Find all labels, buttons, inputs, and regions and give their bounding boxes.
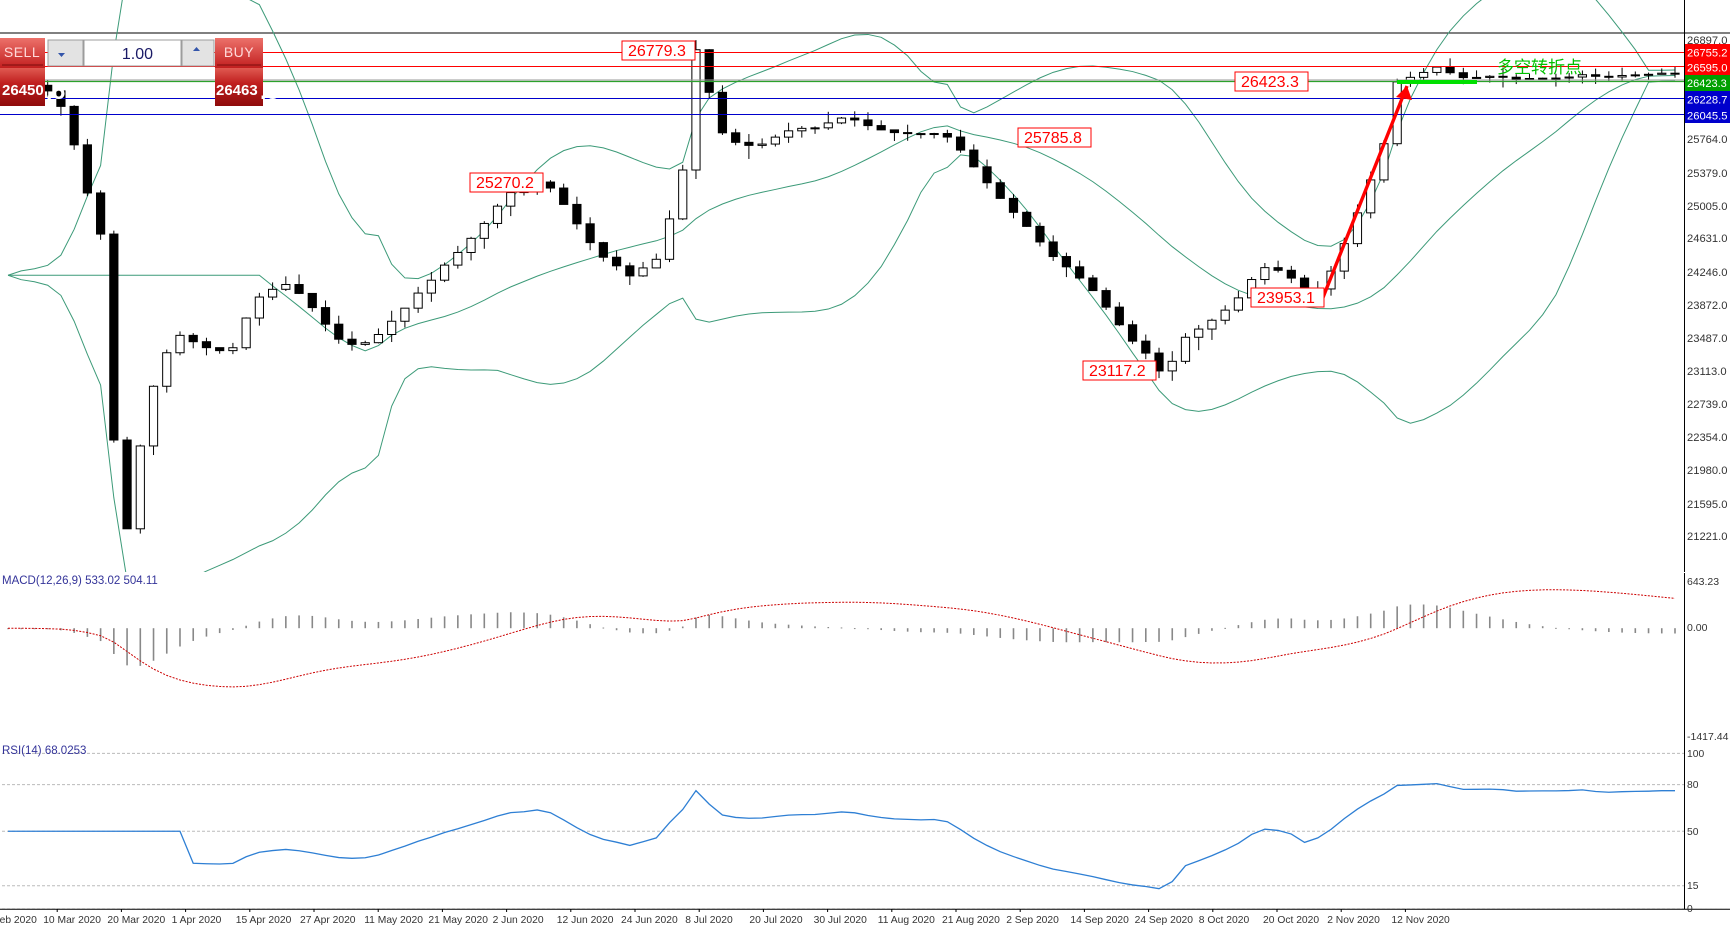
svg-text:21221.0: 21221.0 [1687, 531, 1727, 543]
svg-text:25270.2: 25270.2 [476, 175, 534, 192]
svg-text:24 Sep 2020: 24 Sep 2020 [1135, 915, 1194, 926]
svg-text:23113.0: 23113.0 [1687, 366, 1727, 378]
svg-text:11 Aug 2020: 11 Aug 2020 [878, 915, 935, 926]
svg-text:23117.2: 23117.2 [1089, 363, 1146, 380]
svg-text:2 Jun 2020: 2 Jun 2020 [493, 915, 544, 926]
svg-text:24 Jun 2020: 24 Jun 2020 [621, 915, 678, 926]
svg-text:12 Nov 2020: 12 Nov 2020 [1391, 915, 1450, 926]
svg-text:8 Oct 2020: 8 Oct 2020 [1199, 915, 1250, 926]
svg-text:24631.0: 24631.0 [1687, 233, 1727, 245]
svg-text:20 Oct 2020: 20 Oct 2020 [1263, 915, 1319, 926]
svg-text:17 Feb 2020: 17 Feb 2020 [0, 915, 37, 926]
svg-text:23487.0: 23487.0 [1687, 333, 1727, 345]
svg-text:RSI(14) 68.0253: RSI(14) 68.0253 [2, 745, 86, 757]
svg-text:50: 50 [1687, 827, 1699, 838]
svg-text:0.00: 0.00 [1687, 622, 1708, 634]
svg-text:22739.0: 22739.0 [1687, 399, 1727, 411]
svg-text:26463: 26463 [216, 82, 258, 99]
svg-text:8 Jul 2020: 8 Jul 2020 [685, 915, 733, 926]
svg-text:100: 100 [1687, 749, 1704, 760]
svg-text:15 Apr 2020: 15 Apr 2020 [236, 915, 292, 926]
svg-text:.5: .5 [46, 78, 65, 104]
svg-text:26045.5: 26045.5 [1687, 110, 1727, 122]
svg-text:SELL: SELL [4, 44, 40, 60]
svg-text:11 May 2020: 11 May 2020 [364, 915, 423, 926]
svg-text:25005.0: 25005.0 [1687, 201, 1727, 213]
svg-text:1 Apr 2020: 1 Apr 2020 [172, 915, 222, 926]
svg-text:25764.0: 25764.0 [1687, 134, 1727, 146]
svg-text:26450: 26450 [2, 82, 44, 99]
svg-text:24246.0: 24246.0 [1687, 267, 1727, 279]
svg-text:MACD(12,26,9) 533.02 504.11: MACD(12,26,9) 533.02 504.11 [2, 575, 158, 587]
svg-text:15: 15 [1687, 881, 1699, 892]
svg-text:20 Jul 2020: 20 Jul 2020 [749, 915, 803, 926]
svg-text:21 Aug 2020: 21 Aug 2020 [942, 915, 1000, 926]
svg-text:21595.0: 21595.0 [1687, 499, 1727, 511]
svg-text:14 Sep 2020: 14 Sep 2020 [1070, 915, 1129, 926]
svg-text:25785.8: 25785.8 [1024, 130, 1082, 147]
svg-text:-1417.44: -1417.44 [1687, 731, 1729, 743]
svg-text:22354.0: 22354.0 [1687, 432, 1727, 444]
svg-text:25379.0: 25379.0 [1687, 168, 1727, 180]
svg-text:12 Jun 2020: 12 Jun 2020 [557, 915, 614, 926]
svg-text:2 Sep 2020: 2 Sep 2020 [1006, 915, 1059, 926]
svg-text:27 Apr 2020: 27 Apr 2020 [300, 915, 356, 926]
svg-text:80: 80 [1687, 780, 1699, 791]
svg-text:30 Jul 2020: 30 Jul 2020 [814, 915, 868, 926]
svg-text:20 Mar 2020: 20 Mar 2020 [107, 915, 165, 926]
svg-text:23953.1: 23953.1 [1257, 290, 1315, 307]
svg-text:0: 0 [1687, 904, 1693, 915]
svg-text:21 May 2020: 21 May 2020 [428, 915, 488, 926]
svg-text:BUY: BUY [224, 44, 254, 60]
svg-text:23872.0: 23872.0 [1687, 300, 1727, 312]
svg-text:1.00: 1.00 [122, 46, 153, 63]
svg-text:643.23: 643.23 [1687, 576, 1719, 588]
svg-text:.5: .5 [260, 78, 279, 104]
svg-text:2 Nov 2020: 2 Nov 2020 [1327, 915, 1380, 926]
svg-text:10 Mar 2020: 10 Mar 2020 [43, 915, 101, 926]
svg-text:21980.0: 21980.0 [1687, 465, 1727, 477]
